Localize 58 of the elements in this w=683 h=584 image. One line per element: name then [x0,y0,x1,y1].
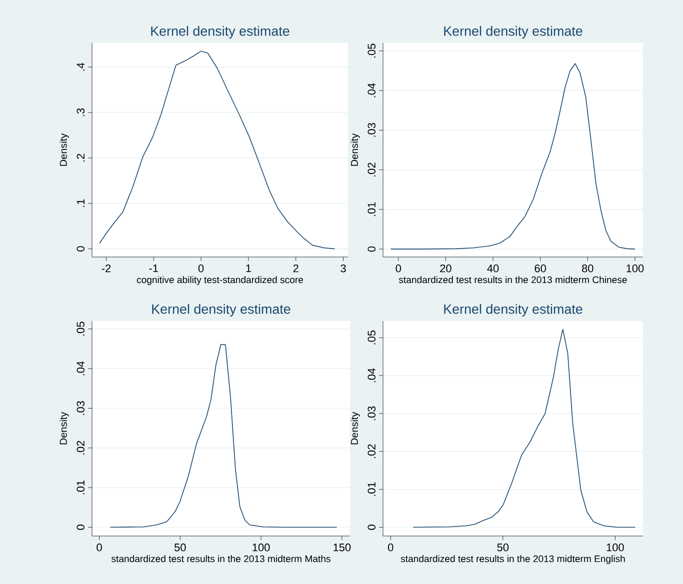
x-tick-label: 150 [334,544,351,552]
x-tick-label: 80 [582,264,594,272]
x-tick-label: 50 [497,544,509,552]
y-tick-label: 0 [368,524,376,530]
y-tick-label: .02 [76,440,84,455]
y-tick-label: .04 [76,361,84,376]
y-tick-label: .03 [368,406,376,420]
y-tick-label: .01 [76,480,84,494]
x-tick-label: 0 [198,264,204,272]
y-tick-label: 0 [76,524,84,530]
x-tick-label: 2 [293,264,298,272]
y-tick-label: .05 [368,330,376,344]
chart-title: Kernel density estimate [444,304,582,316]
x-tick-label: 40 [487,264,499,272]
y-tick-label: .04 [368,368,376,382]
y-axis-title: Density [60,412,69,444]
y-tick-label: .05 [368,44,376,58]
x-axis-title: standardized test results in the 2013 midterm English [400,555,625,564]
x-tick-label: 3 [340,264,346,272]
y-tick-label: .03 [76,401,84,415]
y-tick-label: .05 [76,322,84,336]
x-tick-label: 0 [396,264,401,272]
x-tick-label: -2 [102,264,111,272]
x-axis-title: cognitive ability test-standardized score [136,276,304,286]
x-tick-label: 0 [388,544,394,552]
y-tick-label: .01 [368,202,376,216]
y-tick-label: .3 [76,108,84,116]
y-tick-label: .01 [368,482,376,496]
y-tick-label: 0 [76,246,84,252]
x-tick-label: 100 [606,544,624,552]
chart-title: Kernel density estimate [444,26,582,38]
y-axis-title: Density [60,133,69,166]
x-axis-title: standardized test results in the 2013 midterm Chinese [398,276,627,284]
x-tick-label: -1 [149,264,158,272]
y-tick-label: .04 [368,83,376,98]
x-tick-label: 20 [440,264,452,272]
x-tick-label: 1 [246,264,251,272]
x-tick-label: 50 [174,544,186,552]
y-tick-label: .02 [368,162,376,176]
line-series [99,50,336,250]
y-axis-title: Density [350,133,360,166]
line-series [110,344,338,528]
y-tick-label: .03 [368,123,376,137]
x-tick-label: 0 [96,544,102,552]
y-axis-title: Density [350,412,360,444]
x-tick-label: 100 [252,544,270,552]
y-tick-label: .4 [76,62,84,71]
line-series [412,328,636,528]
x-tick-label: 60 [534,264,546,272]
line-series [390,63,636,250]
y-tick-label: .02 [368,444,376,458]
x-tick-label: 100 [626,264,644,272]
x-axis-title: standardized test results in the 2013 midterm Maths [111,555,330,562]
y-tick-label: 0 [368,246,376,252]
y-tick-label: .2 [76,154,84,162]
y-tick-label: .1 [76,199,84,207]
chart-title: Kernel density estimate [151,26,290,38]
chart-title: Kernel density estimate [152,304,290,317]
